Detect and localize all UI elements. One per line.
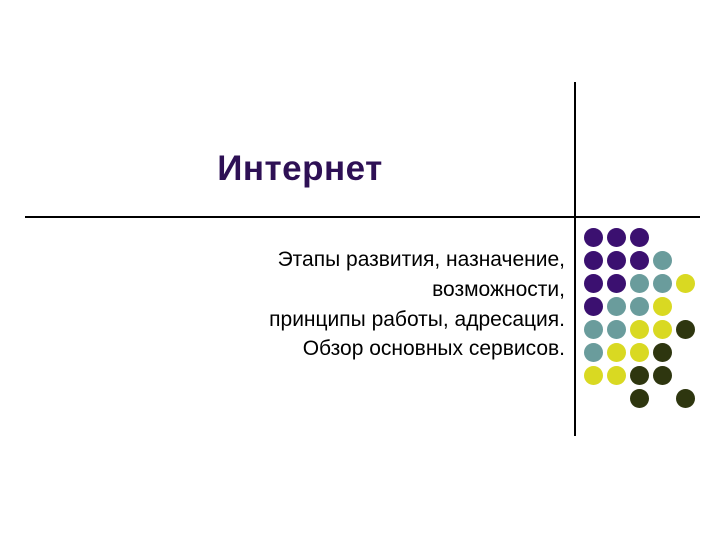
dot-matrix-decoration xyxy=(584,228,704,408)
decor-dot xyxy=(630,228,649,247)
decor-dot xyxy=(630,297,649,316)
decor-dot xyxy=(584,320,603,339)
decor-dot xyxy=(653,320,672,339)
decor-dot xyxy=(676,389,695,408)
subtitle-line-2: возможности, xyxy=(432,277,565,301)
subtitle-line-1: Этапы развития, назначение, xyxy=(277,248,565,271)
decor-dot xyxy=(653,274,672,293)
decor-dot xyxy=(630,274,649,293)
decor-dot xyxy=(676,274,695,293)
decor-dot xyxy=(607,297,626,316)
decor-dot xyxy=(607,251,626,270)
decor-dot xyxy=(676,320,695,339)
decor-dot xyxy=(630,320,649,339)
subtitle-line-4: Обзор основных сервисов. xyxy=(302,337,565,361)
decor-dot xyxy=(607,366,626,385)
decor-dot xyxy=(584,297,603,316)
decor-dot xyxy=(607,274,626,293)
page-title: Интернет xyxy=(217,149,383,188)
decor-dot xyxy=(630,389,649,408)
decor-dot xyxy=(653,297,672,316)
subtitle-block: Этапы развития, назначение, возможности,… xyxy=(60,245,565,364)
decor-dot xyxy=(630,251,649,270)
decor-dot xyxy=(607,320,626,339)
decor-dot xyxy=(584,366,603,385)
decor-dot xyxy=(653,251,672,270)
decor-dot xyxy=(584,228,603,247)
decor-dot xyxy=(653,366,672,385)
horizontal-rule xyxy=(25,216,700,218)
decor-dot xyxy=(584,343,603,362)
vertical-rule xyxy=(574,82,576,436)
decor-dot xyxy=(584,251,603,270)
subtitle-line-3: принципы работы, адресация. xyxy=(269,307,565,331)
decor-dot xyxy=(607,343,626,362)
decor-dot xyxy=(630,343,649,362)
decor-dot xyxy=(630,366,649,385)
decor-dot xyxy=(607,228,626,247)
decor-dot xyxy=(653,343,672,362)
decor-dot xyxy=(584,274,603,293)
